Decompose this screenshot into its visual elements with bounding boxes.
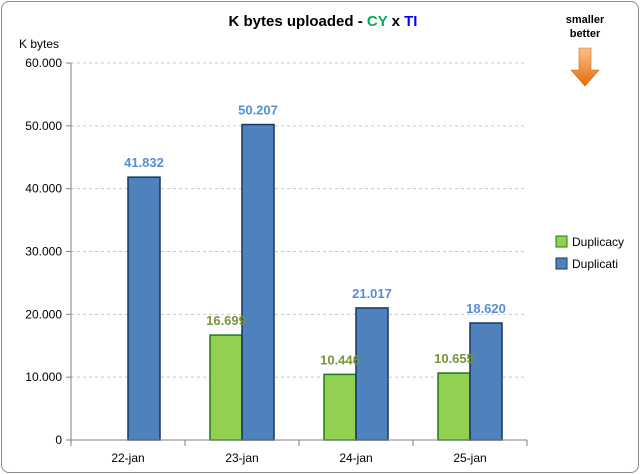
bar-duplicati xyxy=(355,307,389,441)
axes: 0 10.000 20.000 30.000 40.000 50.000 60.000 22-… xyxy=(25,56,528,465)
x-tick-label: 22-jan xyxy=(111,451,144,465)
y-tick-label: 60.000 xyxy=(25,56,62,70)
note-line-1: smaller xyxy=(566,14,605,26)
data-labels: 16.699 10.446 10.655 41.832 50.207 21.017 18.6… xyxy=(124,103,506,368)
data-label: 21.017 xyxy=(352,286,392,301)
legend: Duplicacy Duplicati xyxy=(555,235,624,271)
smaller-better-note: smaller better xyxy=(566,14,605,87)
bar-duplicati xyxy=(241,123,275,441)
chart-title-ti: TI xyxy=(404,13,417,30)
chart-title: K bytes uploaded - CY x TI xyxy=(229,13,418,30)
note-line-2: better xyxy=(570,28,601,40)
y-tick-label: 0 xyxy=(55,433,62,447)
data-label: 10.655 xyxy=(434,351,474,366)
legend-label-duplicacy: Duplicacy xyxy=(572,235,624,249)
bar-duplicati xyxy=(127,176,161,441)
chart-title-prefix: K bytes uploaded - xyxy=(229,13,367,30)
bar-duplicacy xyxy=(209,334,243,441)
bar-duplicacy xyxy=(437,372,471,441)
y-tick-label: 20.000 xyxy=(25,307,62,321)
chart-title-cy: CY xyxy=(367,13,388,30)
x-tick-label: 25-jan xyxy=(453,451,486,465)
legend-swatch-duplicacy xyxy=(555,235,568,248)
data-label: 16.699 xyxy=(206,313,246,328)
x-tick-label: 23-jan xyxy=(225,451,258,465)
data-label: 50.207 xyxy=(238,103,278,118)
y-tick-label: 30.000 xyxy=(25,245,62,259)
down-arrow-icon xyxy=(570,47,600,87)
bar-duplicacy xyxy=(323,373,357,441)
legend-label-duplicati: Duplicati xyxy=(572,257,618,271)
y-tick-label: 40.000 xyxy=(25,182,62,196)
data-label: 41.832 xyxy=(124,155,164,170)
legend-swatch-duplicati xyxy=(555,257,568,270)
bars xyxy=(127,123,503,441)
y-tick-label: 50.000 xyxy=(25,119,62,133)
chart-title-x: x xyxy=(387,13,404,30)
data-label: 18.620 xyxy=(466,301,506,316)
data-label: 10.446 xyxy=(320,352,360,367)
x-tick-label: 24-jan xyxy=(339,451,372,465)
bar-duplicati xyxy=(469,322,503,441)
y-axis-label: K bytes xyxy=(19,37,59,51)
y-tick-label: 10.000 xyxy=(25,370,62,384)
